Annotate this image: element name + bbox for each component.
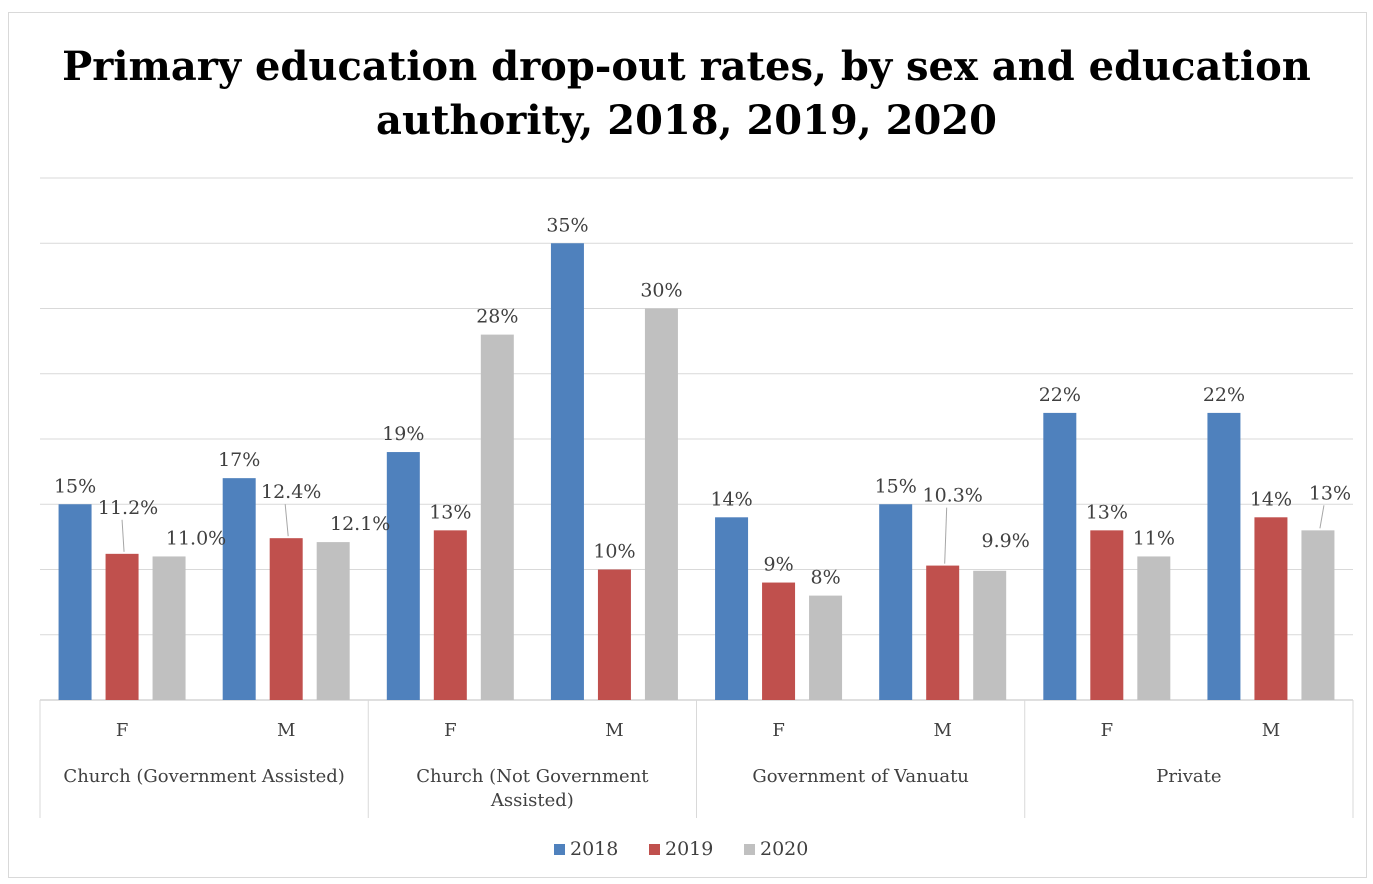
group-label-line: Church (Not Government (416, 766, 649, 787)
legend-label-2019: 2019 (665, 838, 713, 860)
data-label-2018-3: 35% (546, 214, 588, 236)
category-label: M (277, 720, 295, 741)
data-label-2019-6: 13% (1086, 501, 1128, 523)
category-label: M (1262, 720, 1280, 741)
bar-2018-0 (58, 504, 92, 700)
leader-line (121, 519, 125, 552)
data-label-2018-6: 22% (1039, 384, 1081, 406)
chart-frame (8, 12, 1367, 878)
bar-2019-0 (105, 553, 139, 700)
bar-2020-2 (480, 334, 514, 700)
bar-2018-4 (715, 517, 749, 700)
data-label-2019-1: 12.4% (261, 481, 321, 503)
category-label: F (1101, 720, 1114, 741)
category-label: F (772, 720, 785, 741)
data-label-2018-4: 14% (710, 488, 752, 510)
group-label: Private (1156, 766, 1221, 787)
bar-2020-1 (316, 542, 350, 700)
bar-2019-5 (926, 565, 960, 700)
bar-2019-3 (597, 569, 631, 700)
bar-2020-7 (1301, 530, 1335, 700)
data-label-2019-7: 14% (1250, 488, 1292, 510)
data-label-2020-7: 13% (1309, 482, 1351, 504)
leader-line (284, 504, 289, 537)
group-label: Church (Government Assisted) (63, 766, 344, 787)
data-label-2020-0: 11.0% (166, 527, 226, 549)
leader-line (944, 507, 948, 564)
data-label-2019-2: 13% (429, 501, 471, 523)
legend-swatch-2020 (744, 844, 755, 855)
chart-title: Primary education drop-out rates, by sex… (62, 43, 1311, 144)
bar-2019-6 (1090, 530, 1124, 700)
legend-label-2020: 2020 (760, 838, 808, 860)
category-label: M (933, 720, 951, 741)
group-label: Government of Vanuatu (752, 766, 969, 787)
data-label-2020-1: 12.1% (330, 513, 390, 535)
bar-2020-3 (644, 308, 678, 700)
data-label-2020-3: 30% (640, 280, 682, 302)
bar-2019-2 (433, 530, 467, 700)
bar-2018-7 (1207, 412, 1241, 700)
data-label-2018-5: 15% (875, 475, 917, 497)
category-label: F (444, 720, 457, 741)
data-label-2018-0: 15% (54, 475, 96, 497)
group-label-line: Church (Government Assisted) (63, 766, 344, 787)
group-label: Church (Not Government Assisted) (416, 766, 649, 811)
legend-label-2018: 2018 (570, 838, 618, 860)
data-label-2018-1: 17% (218, 449, 260, 471)
legend-swatch-2018 (554, 844, 565, 855)
legend-swatch-2019 (649, 844, 660, 855)
bar-2020-4 (809, 595, 843, 700)
bar-2018-3 (550, 243, 584, 700)
leader-line (1319, 505, 1325, 529)
group-label-line: Private (1156, 766, 1221, 787)
bar-2018-1 (222, 478, 256, 700)
data-label-2020-5: 9.9% (982, 530, 1030, 552)
bar-2018-6 (1043, 412, 1077, 700)
bar-2019-4 (762, 582, 796, 700)
data-label-2018-2: 19% (382, 423, 424, 445)
data-label-2019-0: 11.2% (98, 497, 158, 519)
bar-2020-5 (973, 570, 1007, 700)
category-label: F (116, 720, 129, 741)
data-label-2019-5: 10.3% (923, 485, 983, 507)
category-label: M (605, 720, 623, 741)
bar-2019-7 (1254, 517, 1288, 700)
group-label-line: Government of Vanuatu (752, 766, 969, 787)
bar-2020-6 (1137, 556, 1171, 700)
bar-2018-5 (879, 504, 913, 700)
group-label-line: Assisted) (490, 790, 574, 811)
data-label-2020-4: 8% (810, 567, 840, 589)
bar-2018-2 (386, 452, 420, 700)
bar-2019-1 (269, 538, 303, 700)
data-label-2019-3: 10% (593, 541, 635, 563)
data-label-2020-2: 28% (476, 306, 518, 328)
data-label-2018-7: 22% (1203, 384, 1245, 406)
bar-2020-0 (152, 556, 186, 700)
data-label-2019-4: 9% (763, 554, 793, 576)
data-label-2020-6: 11% (1133, 527, 1175, 549)
